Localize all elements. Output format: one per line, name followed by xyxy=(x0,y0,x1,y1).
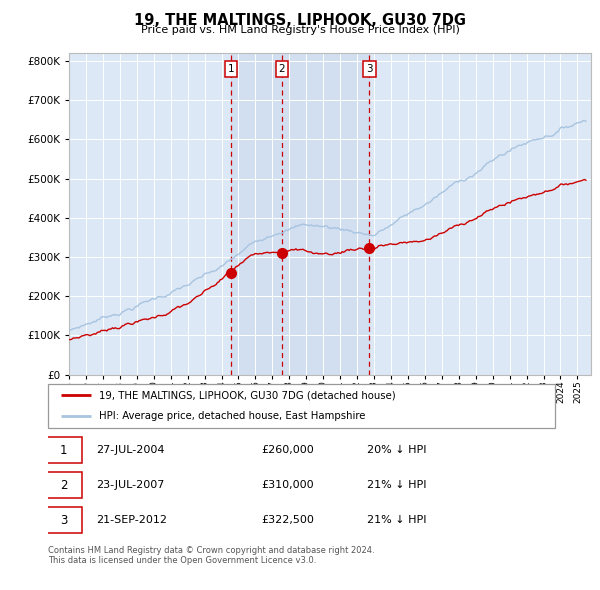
FancyBboxPatch shape xyxy=(46,472,82,499)
Text: Price paid vs. HM Land Registry's House Price Index (HPI): Price paid vs. HM Land Registry's House … xyxy=(140,25,460,35)
Text: HPI: Average price, detached house, East Hampshire: HPI: Average price, detached house, East… xyxy=(98,411,365,421)
Text: 23-JUL-2007: 23-JUL-2007 xyxy=(96,480,164,490)
Text: 3: 3 xyxy=(366,64,373,74)
Text: 19, THE MALTINGS, LIPHOOK, GU30 7DG: 19, THE MALTINGS, LIPHOOK, GU30 7DG xyxy=(134,13,466,28)
Text: 19, THE MALTINGS, LIPHOOK, GU30 7DG (detached house): 19, THE MALTINGS, LIPHOOK, GU30 7DG (det… xyxy=(98,391,395,401)
Text: £322,500: £322,500 xyxy=(261,515,314,525)
FancyBboxPatch shape xyxy=(46,507,82,533)
Text: 21% ↓ HPI: 21% ↓ HPI xyxy=(367,480,427,490)
Text: £310,000: £310,000 xyxy=(261,480,314,490)
Text: 20% ↓ HPI: 20% ↓ HPI xyxy=(367,445,427,455)
Text: 2: 2 xyxy=(278,64,285,74)
FancyBboxPatch shape xyxy=(48,384,555,428)
Text: 1: 1 xyxy=(60,444,67,457)
FancyBboxPatch shape xyxy=(46,437,82,464)
Text: 3: 3 xyxy=(60,514,67,527)
Text: 1: 1 xyxy=(228,64,235,74)
Text: 21% ↓ HPI: 21% ↓ HPI xyxy=(367,515,427,525)
Text: 2: 2 xyxy=(60,478,67,492)
Bar xyxy=(231,53,370,375)
Text: Contains HM Land Registry data © Crown copyright and database right 2024.
This d: Contains HM Land Registry data © Crown c… xyxy=(48,546,374,565)
Text: 27-JUL-2004: 27-JUL-2004 xyxy=(96,445,164,455)
Text: 21-SEP-2012: 21-SEP-2012 xyxy=(96,515,167,525)
Text: £260,000: £260,000 xyxy=(261,445,314,455)
